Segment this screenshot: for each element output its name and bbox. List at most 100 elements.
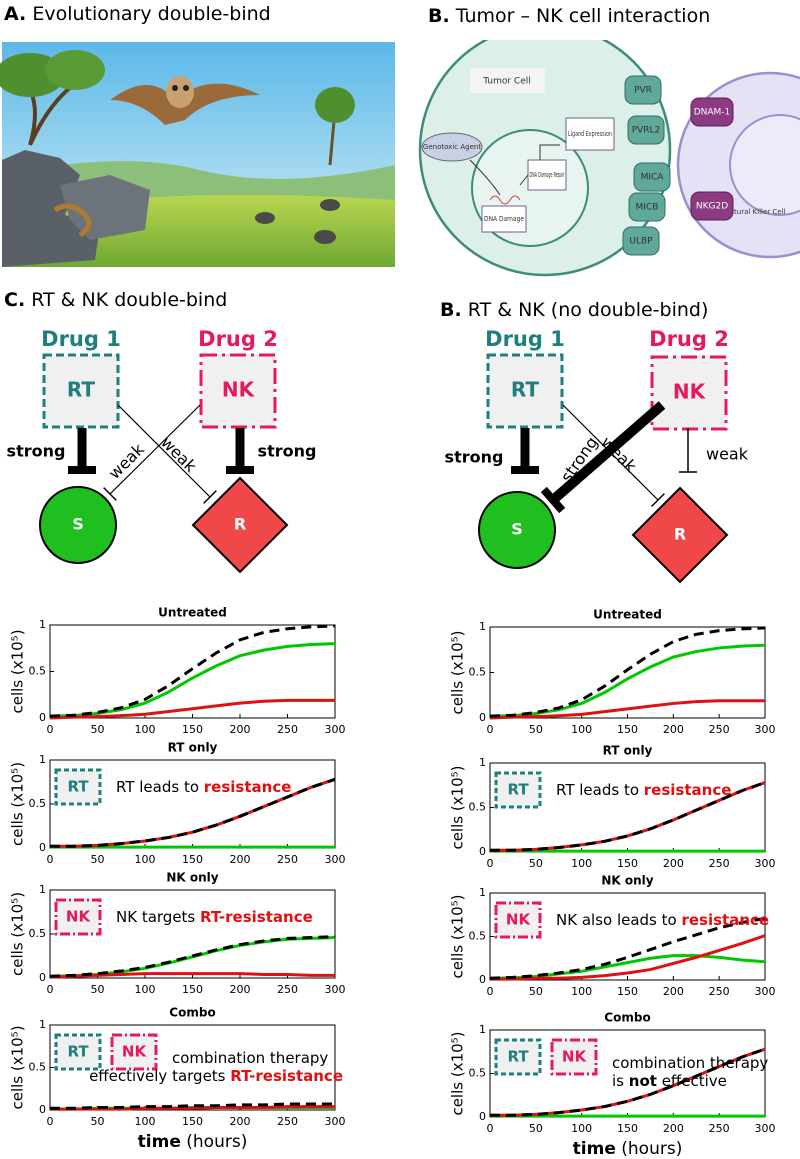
x-axis-label-rest: (hours): [621, 1139, 682, 1159]
x-tick-label: 100: [135, 1115, 156, 1128]
y-tick-label: 0: [479, 973, 486, 986]
x-tick-label: 0: [487, 723, 494, 736]
y-axis-label: cells (x10⁵): [9, 629, 27, 713]
x-tick-label: 300: [325, 853, 346, 866]
x-tick-label: 150: [182, 723, 203, 736]
x-tick-label: 100: [571, 723, 592, 736]
drug-label: Drug 1: [485, 327, 565, 351]
chart-title: Untreated: [593, 608, 662, 622]
x-tick-label: 150: [617, 1122, 638, 1135]
arrow-label: weak: [157, 433, 201, 477]
series-line: [50, 1105, 335, 1111]
y-tick-label: 0: [479, 845, 486, 858]
label: Tumor Cell: [482, 77, 531, 87]
x-tick-label: 0: [487, 985, 494, 998]
drug-box: [650, 355, 728, 431]
annotation-box-label: NK: [506, 911, 532, 929]
y-axis-label: cells (x10⁵): [9, 762, 27, 846]
annotation-part: resistance: [644, 781, 732, 799]
panel-heading: A. Evolutionary double-bind: [4, 3, 271, 25]
y-axis-label: cells (x10⁵): [449, 1031, 467, 1115]
receptor-label: PVRL2: [632, 126, 661, 136]
annotation-part: RT-resistance: [200, 908, 313, 926]
panel-title: Tumor – NK cell interaction: [455, 5, 711, 27]
annotation-part: effective: [657, 1072, 727, 1090]
x-tick-label: 200: [663, 1122, 684, 1135]
y-tick-label: 0: [39, 971, 46, 984]
drug-label: Drug 2: [649, 327, 729, 351]
panel-letter: B.: [440, 299, 462, 321]
box-label: RT: [511, 378, 540, 402]
x-tick-label: 200: [230, 853, 251, 866]
cell-label: R: [234, 515, 246, 534]
x-tick-label: 100: [135, 723, 156, 736]
panel-title: Evolutionary double-bind: [32, 3, 270, 25]
y-axis-label: cells (x10⁵): [449, 765, 467, 849]
box-label: NK: [673, 380, 707, 404]
label: Genotoxic Agent: [423, 143, 481, 151]
x-axis-label-bold: time: [138, 1132, 181, 1152]
x-tick-label: 50: [529, 985, 543, 998]
annotation-part: NK targets: [116, 908, 200, 926]
annotation-box: [494, 771, 542, 809]
receptor: [633, 162, 671, 192]
arrow-label: strong: [258, 442, 317, 461]
x-tick-label: 50: [529, 723, 543, 736]
annotation-part: RT-resistance: [230, 1067, 343, 1085]
chart-title: NK only: [601, 874, 653, 888]
x-tick-label: 100: [571, 985, 592, 998]
x-tick-label: 50: [529, 857, 543, 870]
panel-heading: B. Tumor – NK cell interaction: [428, 5, 710, 27]
series-line: [49, 624, 336, 718]
x-tick-label: 0: [47, 723, 54, 736]
x-tick-label: 250: [277, 723, 298, 736]
y-axis-label: cells (x10⁵): [9, 892, 27, 976]
illustration: [0, 42, 395, 267]
annotation-part: is: [612, 1072, 629, 1090]
chart-title: Untreated: [158, 606, 227, 620]
annotation-box: [550, 1038, 598, 1076]
y-tick-label: 1: [39, 883, 46, 896]
annotation-box-label: NK: [562, 1048, 588, 1066]
inhibition: [117, 404, 211, 498]
panel-title: RT & NK double-bind: [31, 289, 227, 311]
x-axis-label: time (hours): [573, 1139, 683, 1159]
receptor: [622, 226, 660, 256]
x-tick-label: 300: [325, 723, 346, 736]
annotation-part: combination therapy: [612, 1054, 768, 1072]
x-tick-label: 300: [755, 1122, 776, 1135]
series-line: [489, 626, 766, 718]
y-tick-label: 0: [39, 711, 46, 724]
receptor: [624, 75, 662, 105]
arrow-label: strong: [445, 448, 504, 467]
drug-label: Drug 1: [41, 327, 121, 351]
y-tick-label: 1: [39, 753, 46, 766]
label: DNA Damage Repair: [530, 171, 565, 179]
annotation-part: NK also leads to: [556, 911, 681, 929]
x-tick-label: 50: [91, 1115, 105, 1128]
y-tick-label: 1: [479, 886, 486, 899]
y-tick-label: 0: [39, 841, 46, 854]
x-tick-label: 250: [709, 1122, 730, 1135]
x-tick-label: 150: [617, 857, 638, 870]
x-tick-label: 250: [709, 723, 730, 736]
y-axis-label: cells (x10⁵): [449, 894, 467, 978]
chart-title: RT only: [168, 741, 218, 755]
x-tick-label: 300: [325, 983, 346, 996]
receptor-label: MICB: [636, 203, 659, 213]
panel-heading: C. RT & NK double-bind: [4, 289, 227, 311]
series-line: [490, 781, 766, 852]
annotation: effectively targets RT-resistance: [89, 1067, 343, 1085]
y-axis-label: cells (x10⁵): [449, 630, 467, 714]
series-line: [50, 777, 336, 848]
x-tick-label: 50: [529, 1122, 543, 1135]
arrow-label: strong: [7, 442, 66, 461]
x-tick-label: 150: [617, 723, 638, 736]
x-tick-label: 0: [47, 1115, 54, 1128]
x-tick-label: 300: [325, 1115, 346, 1128]
x-tick-label: 0: [487, 1122, 494, 1135]
receptor-label: PVR: [634, 86, 652, 96]
receptor: [627, 115, 665, 145]
